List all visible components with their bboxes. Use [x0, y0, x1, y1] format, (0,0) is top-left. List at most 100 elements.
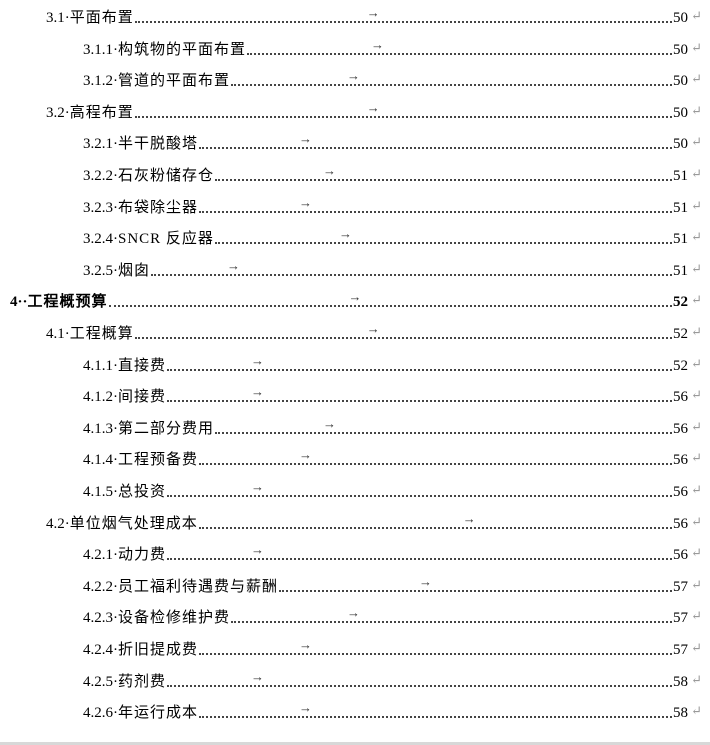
toc-entry-number: 4.2·	[46, 515, 70, 532]
toc-entry-title: 动力费	[118, 547, 167, 564]
dot-leader: →	[199, 448, 672, 466]
toc-entry[interactable]: 3.1.1· 构筑物的平面布置 → 50 ↵	[0, 36, 702, 59]
paragraph-mark-icon: ↵	[691, 418, 702, 434]
toc-entry[interactable]: 3.2.1· 半干脱酸塔 → 50 ↵	[0, 131, 702, 153]
toc-entry[interactable]: 4.1.4· 工程预备费 → 56 ↵	[0, 447, 702, 469]
toc-entry[interactable]: 3.2.3· 布袋除尘器 → 51 ↵	[0, 194, 702, 217]
toc-entry[interactable]: 3.2.4· SNCR 反应器 → 51 ↵	[0, 226, 702, 248]
toc-entry-title: 工程预备费	[118, 452, 199, 469]
paragraph-mark-icon: ↵	[691, 513, 702, 529]
tab-arrow-icon: →	[251, 352, 265, 368]
paragraph-mark-icon: ↵	[691, 355, 702, 371]
toc-entry-number: 3.1·	[46, 10, 70, 26]
toc-entry-title: 单位烟气处理成本	[69, 515, 198, 532]
toc-entry-number: 3.2.1·	[83, 136, 118, 153]
toc-entry-title: 高程布置	[69, 104, 134, 121]
dot-leader: →	[134, 100, 672, 118]
toc-entry-number: 4.2.6·	[83, 705, 118, 722]
paragraph-mark-icon: ↵	[691, 8, 702, 23]
toc-entry-title: 半干脱酸塔	[118, 136, 199, 153]
toc-entry-page: 51	[673, 262, 688, 279]
tab-arrow-icon: →	[366, 99, 380, 115]
tab-arrow-icon: →	[299, 131, 313, 147]
paragraph-mark-icon: ↵	[691, 166, 702, 181]
tab-arrow-icon: →	[338, 226, 352, 242]
toc-entry[interactable]: 3.2.2· 石灰粉储存仓 → 51 ↵	[0, 163, 702, 185]
paragraph-mark-icon: ↵	[691, 102, 702, 118]
toc-entry[interactable]: 4.1.1· 直接费 → 52 ↵	[0, 352, 702, 375]
toc-entry-title: 设备检修维护费	[118, 610, 231, 627]
toc-entry-page: 56	[673, 515, 688, 532]
toc-entry-number: 3.2.5·	[83, 262, 118, 279]
toc-entry-page: 50	[673, 73, 688, 90]
toc-entry-title: 布袋除尘器	[118, 199, 199, 216]
toc-entry-title: 折旧提成费	[118, 642, 199, 658]
toc-entry[interactable]: 3.2.5· 烟囱 → 51 ↵	[0, 258, 702, 280]
toc-entry-page: 56	[673, 452, 688, 469]
paragraph-mark-icon: ↵	[691, 703, 702, 719]
dot-leader: →	[215, 164, 672, 181]
dot-leader: →	[151, 258, 672, 276]
toc-entry[interactable]: 4.1.5· 总投资 → 56 ↵	[0, 479, 702, 501]
dot-leader: →	[214, 227, 672, 245]
tab-arrow-icon: →	[251, 384, 265, 400]
toc-entry-number: 4.1.5·	[83, 484, 118, 500]
tab-arrow-icon: →	[348, 289, 362, 305]
toc-entry-number: 3.2.3·	[83, 199, 118, 216]
toc-entry[interactable]: 4.2.2· 员工福利待遇费与薪酬 → 57 ↵	[0, 573, 702, 596]
toc-entry-number: 4.1.3·	[83, 420, 118, 437]
tab-arrow-icon: →	[299, 700, 313, 716]
toc-entry-number: 4.2.5·	[83, 673, 118, 690]
toc-entry[interactable]: 4.2.3· 设备检修维护费 → 57 ↵	[0, 605, 702, 627]
tab-arrow-icon: →	[419, 573, 433, 589]
toc-entry-number: 4.1.2·	[83, 389, 118, 406]
toc-entry-title: 员工福利待遇费与薪酬	[118, 578, 279, 595]
page-bottom-divider	[0, 742, 710, 745]
paragraph-mark-icon: ↵	[691, 260, 702, 276]
dot-leader: →	[167, 385, 672, 403]
toc-entry[interactable]: 4.1.2· 间接费 → 56 ↵	[0, 384, 702, 406]
toc-entry-page: 56	[673, 484, 688, 500]
toc-entry-page: 52	[673, 357, 688, 374]
toc-entry-page: 50	[673, 136, 688, 153]
paragraph-mark-icon: ↵	[691, 576, 702, 592]
toc-entry[interactable]: 3.1· 平面布置 → 50 ↵	[0, 5, 702, 27]
dot-leader: →	[215, 416, 672, 434]
toc-entry-number: 3.1.2·	[83, 73, 118, 90]
toc-entry[interactable]: 3.2· 高程布置 → 50 ↵	[0, 100, 702, 122]
toc-entry[interactable]: 4.2.4· 折旧提成费 → 57 ↵	[0, 637, 702, 659]
paragraph-mark-icon: ↵	[691, 387, 702, 403]
toc-entry-number: 4··	[10, 294, 28, 311]
tab-arrow-icon: →	[347, 68, 361, 84]
toc-entry-page: 57	[673, 642, 688, 658]
toc-entry[interactable]: 4·· 工程概预算 → 52 ↵	[0, 289, 702, 311]
toc-entry-page: 58	[673, 705, 688, 722]
tab-arrow-icon: →	[366, 5, 380, 20]
toc-entry-page: 57	[673, 578, 688, 595]
tab-arrow-icon: →	[366, 321, 380, 336]
toc-entry[interactable]: 4.1.3· 第二部分费用 → 56 ↵	[0, 416, 702, 438]
toc-entry-title: SNCR 反应器	[118, 231, 214, 248]
toc-entry-number: 3.2·	[46, 104, 70, 121]
toc-entry-number: 4.2.4·	[83, 642, 118, 658]
tab-arrow-icon: →	[371, 36, 385, 52]
toc-entry[interactable]: 4.2· 单位烟气处理成本 → 56 ↵	[0, 510, 702, 533]
toc-entry-title: 石灰粉储存仓	[118, 168, 215, 184]
toc-entry-title: 构筑物的平面布置	[118, 41, 247, 58]
paragraph-mark-icon: ↵	[691, 71, 702, 87]
dot-leader: →	[199, 638, 672, 655]
tab-arrow-icon: →	[251, 542, 265, 558]
toc-entry[interactable]: 4.2.5· 药剂费 → 58 ↵	[0, 669, 702, 691]
tab-arrow-icon: →	[299, 194, 313, 210]
toc-entry[interactable]: 4.2.6· 年运行成本 → 58 ↵	[0, 700, 702, 722]
toc-entry-title: 工程概预算	[27, 294, 108, 311]
toc-entry-number: 4.2.2·	[83, 578, 118, 595]
toc-entry-page: 50	[673, 104, 688, 121]
toc-entry-number: 4.2.1·	[83, 547, 118, 564]
toc-entry-title: 年运行成本	[118, 705, 199, 722]
toc-entry[interactable]: 4.1· 工程概算 → 52 ↵	[0, 321, 702, 343]
tab-arrow-icon: →	[462, 510, 476, 526]
toc-entry[interactable]: 3.1.2· 管道的平面布置 → 50 ↵	[0, 68, 702, 90]
toc-entry[interactable]: 4.2.1· 动力费 → 56 ↵	[0, 542, 702, 564]
paragraph-mark-icon: ↵	[691, 292, 702, 308]
